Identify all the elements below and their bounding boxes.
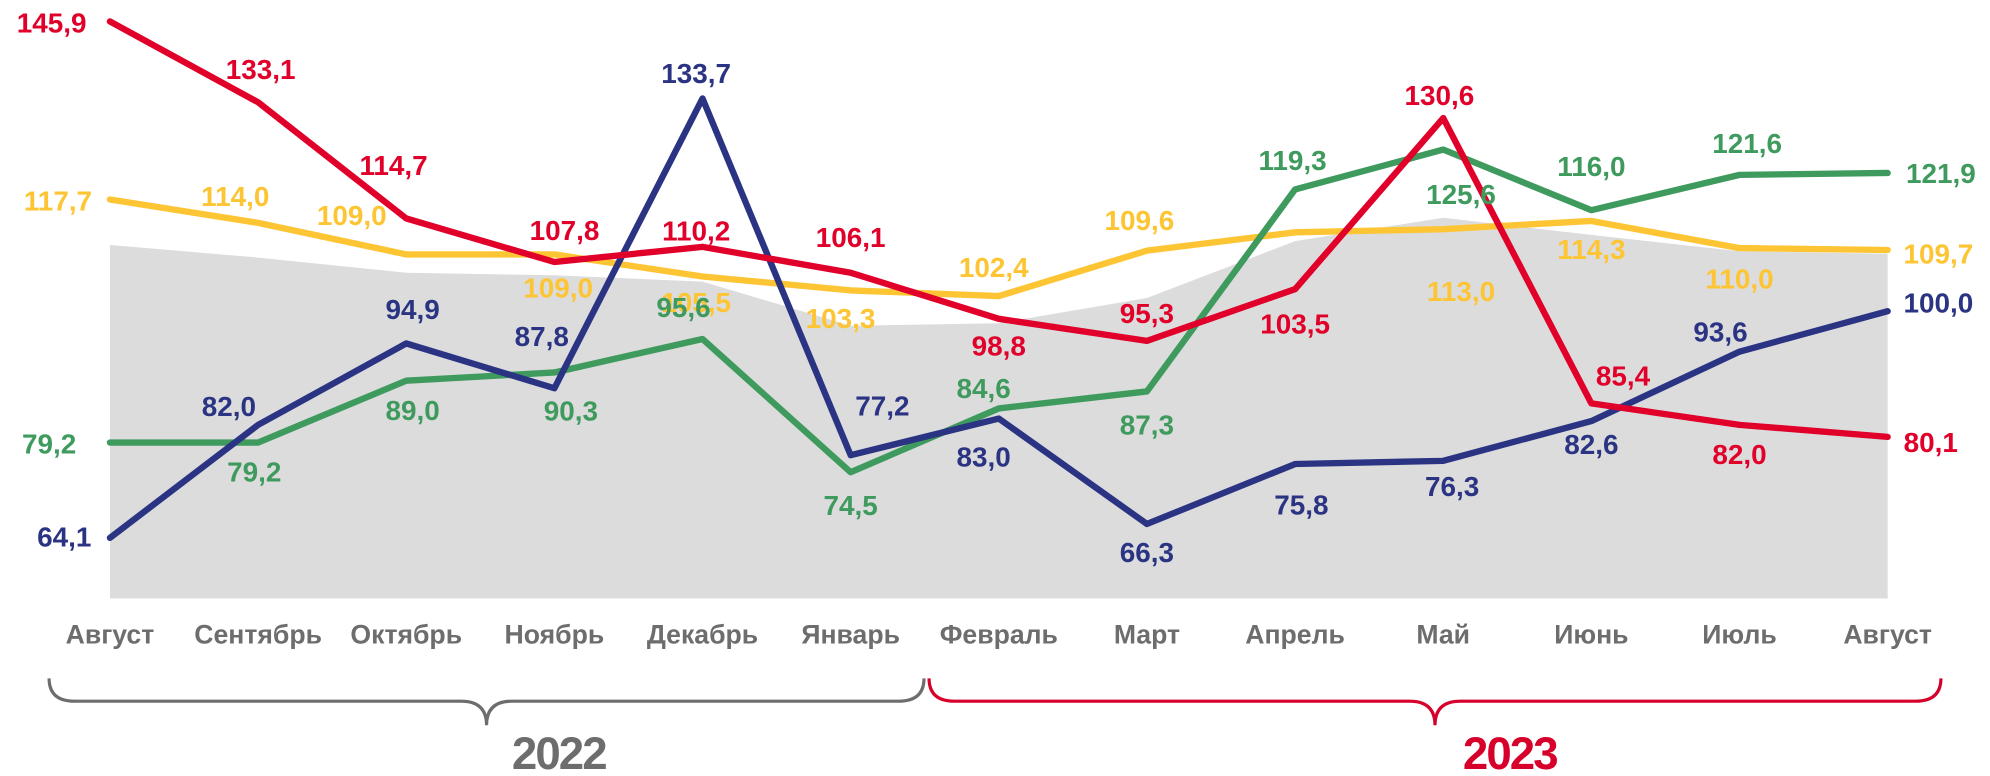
x-tick-label: Ноябрь: [505, 620, 605, 650]
value-label: 114,3: [1557, 234, 1625, 265]
line: [106, 18, 1891, 441]
value-label: 109,0: [523, 272, 593, 303]
value-label: 90,3: [544, 395, 598, 426]
value-label: 82,0: [202, 391, 256, 422]
value-label: 95,3: [1120, 298, 1174, 329]
value-label: 79,2: [22, 429, 76, 460]
x-tick-label: Январь: [801, 620, 900, 650]
value-label: 76,3: [1425, 471, 1479, 502]
value-label: 130,6: [1405, 80, 1475, 111]
value-label: 75,8: [1274, 490, 1328, 521]
value-label: 89,0: [385, 395, 439, 426]
x-tick-label: Сентябрь: [194, 620, 322, 650]
group-brace: [927, 678, 1943, 726]
x-tick-label: Август: [66, 620, 155, 650]
value-label: 119,3: [1258, 145, 1326, 176]
value-label: 64,1: [37, 522, 91, 553]
value-label: 106,1: [816, 222, 886, 253]
value-label: 110,2: [662, 215, 730, 246]
value-label: 113,0: [1427, 276, 1495, 307]
value-label: 74,5: [824, 490, 878, 521]
line: [106, 95, 1891, 542]
value-label: 114,7: [359, 150, 427, 181]
group-label: 2022: [512, 728, 606, 776]
value-label: 87,3: [1120, 409, 1174, 440]
group-brace: [47, 678, 926, 726]
value-label: 109,6: [1104, 205, 1174, 236]
value-label: 80,1: [1904, 427, 1958, 458]
value-label: 133,7: [661, 58, 731, 89]
value-label: 114,0: [201, 181, 269, 212]
value-label: 66,3: [1120, 537, 1174, 568]
value-label: 98,8: [972, 330, 1026, 361]
value-label: 102,4: [959, 252, 1029, 283]
x-tick-label: Июль: [1702, 620, 1776, 650]
value-label: 105,5: [661, 287, 731, 318]
value-label: 121,9: [1906, 158, 1976, 189]
line: [106, 196, 1891, 300]
x-tick-label: Март: [1114, 620, 1180, 650]
value-label: 95,6: [656, 292, 710, 323]
value-label: 100,0: [1903, 287, 1973, 318]
value-label: 107,8: [530, 215, 600, 246]
value-label: 94,9: [385, 294, 439, 325]
value-label: 121,6: [1712, 128, 1782, 159]
value-label: 145,9: [17, 8, 87, 39]
value-label: 125,6: [1426, 179, 1496, 210]
value-label: 83,0: [956, 442, 1010, 473]
value-label: 82,0: [1712, 439, 1766, 470]
group-label: 2023: [1463, 728, 1557, 776]
value-label: 79,2: [227, 457, 281, 488]
value-label: 77,2: [855, 391, 909, 422]
value-label: 133,1: [226, 54, 296, 85]
x-tick-label: Июнь: [1554, 620, 1628, 650]
x-tick-label: Апрель: [1245, 620, 1345, 650]
value-label: 109,0: [317, 200, 387, 231]
value-label: 93,6: [1693, 316, 1747, 347]
x-tick-label: Декабрь: [647, 620, 758, 650]
line: [106, 146, 1891, 476]
value-label: 84,6: [956, 373, 1010, 404]
value-label: 110,0: [1705, 263, 1773, 294]
x-tick-label: Август: [1843, 620, 1932, 650]
x-tick-label: Май: [1416, 620, 1470, 650]
value-label: 109,7: [1903, 239, 1973, 270]
value-label: 103,3: [806, 303, 876, 334]
value-label: 82,6: [1564, 429, 1618, 460]
value-label: 85,4: [1596, 360, 1651, 391]
x-tick-label: Февраль: [940, 620, 1058, 650]
value-label: 116,0: [1557, 151, 1625, 182]
value-label: 117,7: [24, 186, 92, 217]
value-label: 103,5: [1260, 308, 1330, 339]
value-label: 87,8: [515, 321, 569, 352]
x-tick-label: Октябрь: [350, 620, 462, 650]
